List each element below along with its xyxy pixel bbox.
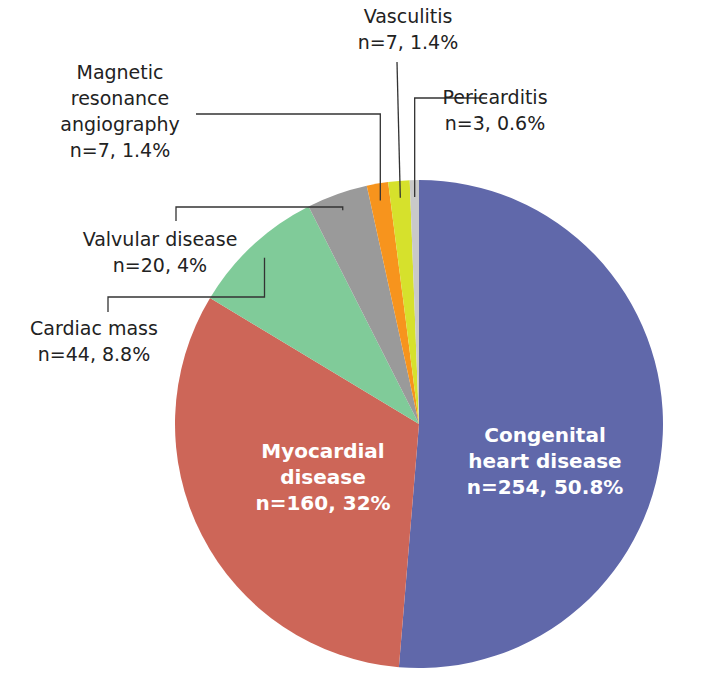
category-label: Pericarditis bbox=[442, 86, 547, 108]
value-label: n=44, 8.8% bbox=[38, 343, 151, 365]
category-label: Cardiac mass bbox=[30, 317, 158, 339]
slice-label: Congenitalheart diseasen=254, 50.8% bbox=[467, 423, 624, 499]
value-label: n=254, 50.8% bbox=[467, 475, 624, 499]
category-label: Valvular disease bbox=[83, 228, 238, 250]
slice-label: Vasculitis n=7, 1.4% bbox=[358, 5, 458, 53]
category-label: Congenital bbox=[484, 423, 606, 447]
leader-line bbox=[176, 207, 343, 221]
slice bbox=[410, 180, 419, 424]
slice-label: Myocardialdiseasen=160, 32% bbox=[255, 439, 390, 515]
slice-label: Magnetic resonance angiography n=7, 1.4% bbox=[60, 61, 180, 161]
category-label: disease bbox=[280, 465, 366, 489]
slice bbox=[399, 180, 663, 668]
value-label: n=7, 1.4% bbox=[358, 31, 458, 53]
leader-line bbox=[196, 114, 380, 200]
leader-line bbox=[397, 62, 400, 198]
slice bbox=[388, 180, 419, 424]
slice-label: Pericarditis n=3, 0.6% bbox=[442, 86, 547, 134]
category-label: heart disease bbox=[468, 449, 621, 473]
slices bbox=[175, 180, 663, 668]
chart: Congenitalheart diseasen=254, 50.8% Myoca… bbox=[0, 0, 709, 682]
labels: Congenitalheart diseasen=254, 50.8% Myoca… bbox=[30, 5, 623, 515]
slice-label: Valvular disease n=20, 4% bbox=[83, 228, 238, 276]
category-label: Myocardial bbox=[261, 439, 384, 463]
category-label: Magnetic bbox=[76, 61, 163, 83]
category-label: resonance bbox=[71, 87, 169, 109]
value-label: n=7, 1.4% bbox=[70, 139, 170, 161]
value-label: n=160, 32% bbox=[255, 491, 390, 515]
value-label: n=3, 0.6% bbox=[445, 112, 545, 134]
category-label: Vasculitis bbox=[364, 5, 453, 27]
value-label: n=20, 4% bbox=[113, 254, 207, 276]
slice-label: Cardiac mass n=44, 8.8% bbox=[30, 317, 158, 365]
category-label: angiography bbox=[60, 113, 180, 135]
